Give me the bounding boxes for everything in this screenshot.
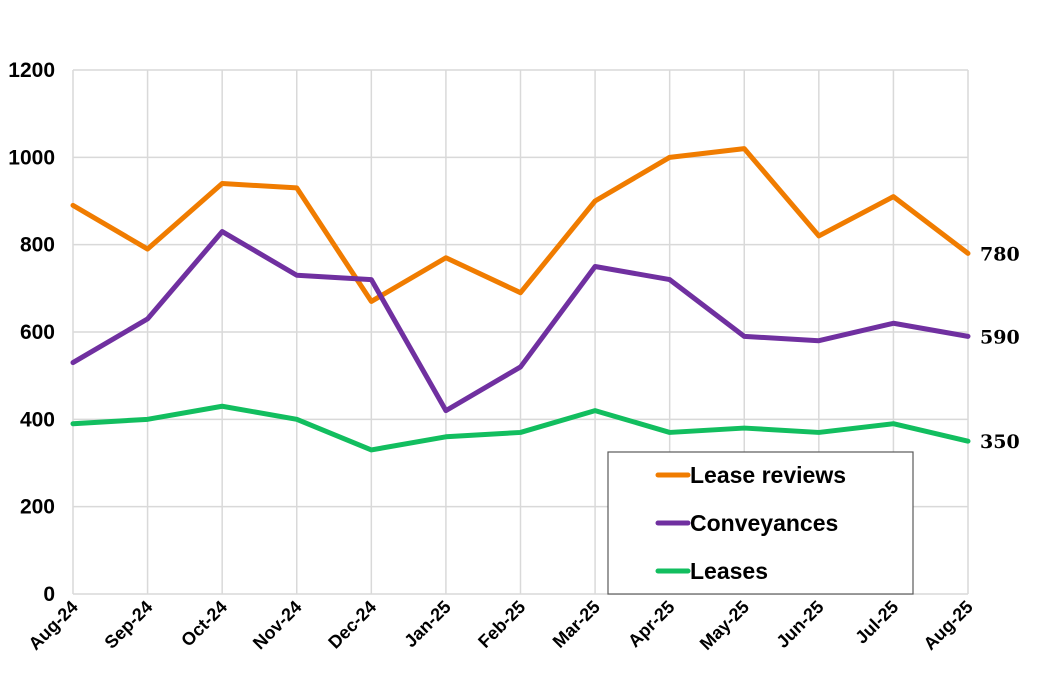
y-tick-label: 1000 <box>8 146 55 169</box>
end-value-label: 780 <box>980 243 1020 265</box>
end-value-label: 350 <box>980 431 1020 453</box>
x-tick-label: May-25 <box>696 597 753 654</box>
series-line-conveyances <box>70 229 971 414</box>
y-tick-label: 600 <box>20 321 55 344</box>
x-tick-label: Sep-24 <box>101 597 157 653</box>
x-tick-label: Dec-24 <box>324 597 380 653</box>
legend-label: Lease reviews <box>690 462 846 488</box>
y-axis-ticks: 0 200 400 600 800 1000 1200 <box>8 59 55 606</box>
end-labels: 780 590 350 <box>980 243 1020 453</box>
x-axis-ticks: Aug-24 Sep-24 Oct-24 Nov-24 Dec-24 Jan-25 Feb-… <box>25 597 977 654</box>
series-line-leases <box>70 403 971 453</box>
x-tick-label: Feb-25 <box>474 597 529 652</box>
x-tick-label: Mar-25 <box>549 597 604 652</box>
gridlines <box>72 69 969 595</box>
y-tick-label: 400 <box>20 408 55 431</box>
x-tick-label: Aug-25 <box>920 597 977 654</box>
x-tick-label: Nov-24 <box>249 597 306 654</box>
series-line-lease-reviews <box>70 146 971 304</box>
x-tick-label: Jul-25 <box>851 597 902 648</box>
y-tick-label: 1200 <box>8 59 55 82</box>
y-tick-label: 800 <box>20 234 55 257</box>
x-tick-label: Oct-24 <box>177 597 231 651</box>
end-value-label: 590 <box>980 326 1020 348</box>
x-tick-label: Jan-25 <box>400 597 454 651</box>
x-tick-label: Jun-25 <box>772 597 827 652</box>
legend-label: Leases <box>690 558 768 584</box>
legend: Lease reviews Conveyances Leases <box>607 451 914 595</box>
y-tick-label: 0 <box>43 583 55 606</box>
y-tick-label: 200 <box>20 496 55 519</box>
x-tick-label: Apr-25 <box>624 597 678 651</box>
legend-label: Conveyances <box>690 510 838 536</box>
series-lines <box>70 146 971 453</box>
